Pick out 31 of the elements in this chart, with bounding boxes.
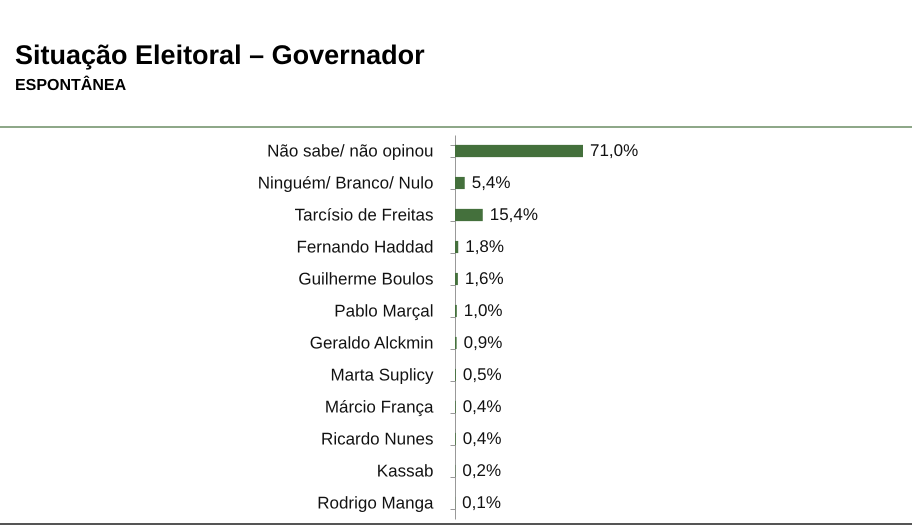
- data-label: 71,0%: [590, 141, 638, 160]
- data-label: 1,8%: [465, 237, 504, 256]
- data-label: 1,6%: [464, 269, 504, 288]
- bar: [455, 208, 483, 222]
- y-tick-label: Marta Suplicy: [330, 366, 434, 384]
- bar: [455, 272, 458, 286]
- bar: [455, 176, 465, 190]
- y-tick-label: Não sabe/ não opinou: [267, 142, 434, 160]
- data-label: 0,1%: [462, 493, 501, 512]
- y-tick-label: Kassab: [376, 462, 434, 480]
- data-label: 0,4%: [462, 429, 502, 448]
- bar: [455, 240, 458, 254]
- y-tick-label: Ricardo Nunes: [321, 430, 434, 448]
- text: ESPONTÂNEA: [15, 77, 126, 95]
- y-tick-label: Fernando Haddad: [296, 238, 434, 256]
- data-label: 0,4%: [462, 397, 502, 416]
- y-tick-label: Tarcísio de Freitas: [294, 206, 434, 224]
- data-label: 0,5%: [462, 365, 502, 384]
- data-label: 5,4%: [472, 173, 510, 192]
- y-tick-label: Ninguém/ Branco/ Nulo: [258, 174, 434, 192]
- data-label: 1,0%: [464, 301, 503, 320]
- y-tick-label: Márcio França: [324, 398, 434, 416]
- y-tick-label: Rodrigo Manga: [317, 494, 434, 512]
- y-tick-label: Guilherme Boulos: [298, 270, 434, 288]
- bar: [455, 144, 583, 158]
- y-tick-label: Pablo Marçal: [334, 302, 434, 320]
- data-label: 0,9%: [464, 333, 502, 352]
- data-label: 0,2%: [462, 461, 502, 480]
- y-tick-label: Geraldo Alckmin: [310, 334, 434, 352]
- text: Situação Eleitoral – Governador: [15, 40, 425, 71]
- data-label: 15,4%: [490, 205, 538, 224]
